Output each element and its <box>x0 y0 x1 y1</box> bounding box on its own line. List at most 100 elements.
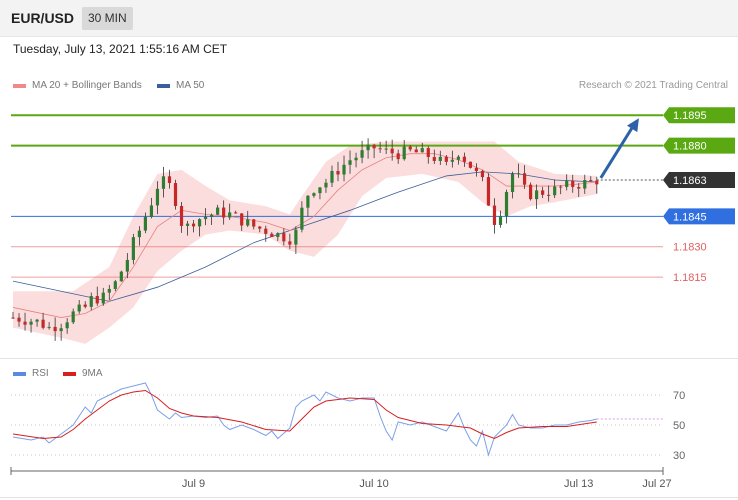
candle-body <box>402 146 406 160</box>
legend-9ma: 9MA <box>63 368 103 379</box>
candle-body <box>23 321 27 325</box>
ma9-label: 9MA <box>82 368 103 379</box>
level-label-1.1815: 1.1815 <box>673 272 707 284</box>
level-label-1.1845: 1.1845 <box>673 211 707 223</box>
bottom-border <box>0 497 738 498</box>
instrument-name: EUR/USD <box>11 10 75 26</box>
candle-body <box>216 207 220 215</box>
candle-body <box>486 177 491 206</box>
candle-body <box>191 223 196 227</box>
legend-rsi: RSI <box>13 368 49 379</box>
candle-body <box>516 173 521 175</box>
ma20-swatch <box>13 83 26 88</box>
candle-body <box>577 187 581 189</box>
candle-body <box>312 193 316 196</box>
level-tag-1.1863: 1.1863 <box>663 171 735 188</box>
x-tick-label: Jul 13 <box>564 478 593 490</box>
rsi-tick-label: 30 <box>673 450 685 462</box>
candle-body <box>541 190 545 195</box>
candle-body <box>29 321 33 325</box>
candle-body <box>492 205 497 225</box>
legend-ma50: MA 50 <box>157 80 204 91</box>
candle-body <box>342 164 346 175</box>
candle-body <box>258 226 262 229</box>
candle-body <box>240 213 244 226</box>
candle-body <box>167 176 172 184</box>
chart-datetime: Tuesday, July 13, 2021 1:55:16 AM CET <box>13 42 228 56</box>
candle-body <box>318 187 322 194</box>
candle-body <box>149 205 154 217</box>
candle-body <box>228 212 232 218</box>
candle-body <box>222 207 226 218</box>
rsi-swatch <box>13 371 26 376</box>
level-tag-1.1880: 1.1880 <box>663 137 735 154</box>
candle-body <box>565 180 569 188</box>
candle-body <box>95 296 99 304</box>
candle-body <box>83 304 87 307</box>
level-label-1.1880: 1.1880 <box>673 141 707 153</box>
candle-body <box>173 183 178 206</box>
candle-body <box>276 233 280 237</box>
candle-body <box>528 184 533 200</box>
top-bar: EUR/USD 30 MIN <box>0 0 738 37</box>
candle-body <box>354 157 358 161</box>
candle-body <box>203 216 208 220</box>
candle-body <box>270 233 274 237</box>
level-tag-bg <box>663 107 735 124</box>
candle-body <box>252 219 256 227</box>
candle-body <box>234 212 238 214</box>
rsi-tick-label: 50 <box>673 420 685 432</box>
candle-body <box>559 186 563 188</box>
candle-body <box>264 228 268 234</box>
candle-body <box>113 281 117 289</box>
candle-body <box>474 167 479 171</box>
level-tag-1.1895: 1.1895 <box>663 107 735 124</box>
candle-body <box>444 156 448 162</box>
ma50-label: MA 50 <box>176 80 205 91</box>
timeframe-button[interactable]: 30 MIN <box>82 7 133 30</box>
candle-body <box>65 322 69 329</box>
candle-body <box>366 144 370 151</box>
candle-body <box>41 319 45 328</box>
copyright-text: Research © 2021 Trading Central <box>578 80 728 91</box>
candle-body <box>89 296 93 307</box>
candle-body <box>480 170 485 178</box>
candle-body <box>77 304 81 312</box>
candle-body <box>53 326 57 332</box>
x-tick-label: Jul 10 <box>359 478 388 490</box>
candle-body <box>107 288 111 293</box>
candle-body <box>161 176 166 189</box>
candle-body <box>294 229 298 245</box>
ma50-swatch <box>157 83 170 88</box>
candle-body <box>348 160 352 165</box>
candle-body <box>137 230 141 238</box>
candle-body <box>300 207 304 230</box>
candle-body <box>71 311 75 323</box>
candle-body <box>288 241 292 245</box>
candle-body <box>47 326 51 328</box>
candle-body <box>282 233 286 242</box>
candle-body <box>59 328 63 332</box>
ma20-label: MA 20 + Bollinger Bands <box>32 80 142 91</box>
candle-body <box>143 216 148 231</box>
target-arrow-shaft <box>599 122 637 179</box>
candle-body <box>408 146 412 150</box>
target-arrow-head <box>627 118 639 133</box>
candle-body <box>390 148 394 154</box>
candle-body <box>155 188 160 206</box>
candle-body <box>210 214 214 217</box>
level-label-1.1830: 1.1830 <box>673 242 707 254</box>
candle-body <box>420 148 424 153</box>
candle-body <box>125 259 129 272</box>
ma9-swatch <box>63 371 76 376</box>
candle-body <box>589 180 593 182</box>
candle-body <box>583 180 587 189</box>
candle-body <box>131 237 135 260</box>
candle-body <box>462 156 466 162</box>
candle-body <box>185 223 190 226</box>
candle-body <box>35 319 39 322</box>
candle-body <box>456 156 460 160</box>
candle-body <box>547 194 551 196</box>
candle-body <box>306 195 310 208</box>
